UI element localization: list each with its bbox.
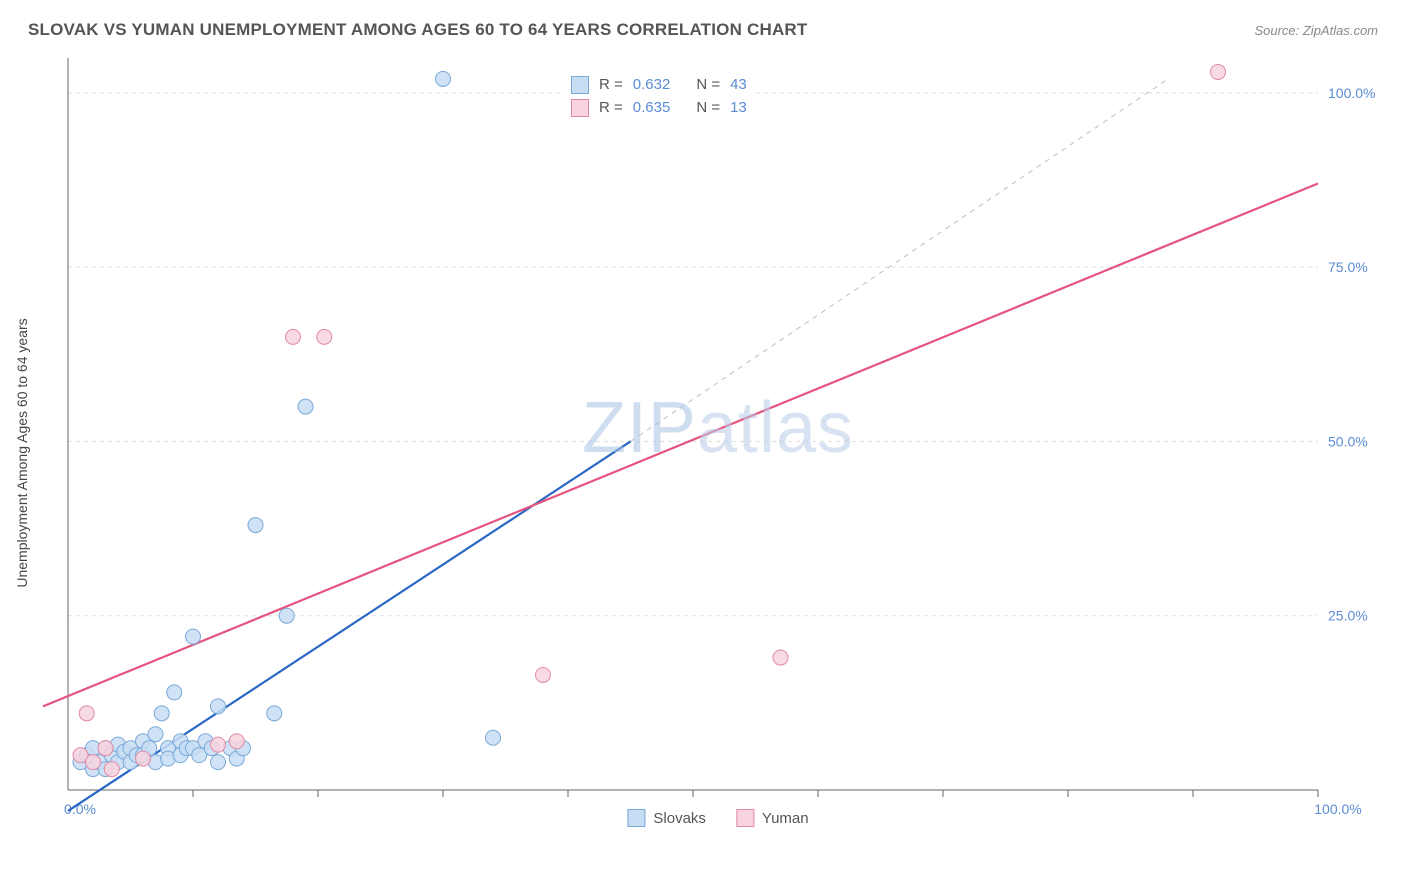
legend-label-yuman: Yuman xyxy=(762,810,809,827)
svg-text:50.0%: 50.0% xyxy=(1328,433,1368,449)
bottom-legend: Slovaks Yuman xyxy=(617,806,818,830)
n-label: N = xyxy=(696,74,720,97)
legend-label-slovaks: Slovaks xyxy=(653,810,706,827)
stats-row-slovaks: R = 0.632 N = 43 xyxy=(571,74,747,97)
svg-text:100.0%: 100.0% xyxy=(1314,801,1361,817)
plot-area: ZIPatlas 25.0%50.0%75.0%100.0%0.0%100.0%… xyxy=(68,58,1368,828)
source-label: Source: ZipAtlas.com xyxy=(1254,23,1378,38)
svg-text:100.0%: 100.0% xyxy=(1328,85,1375,101)
stats-row-yuman: R = 0.635 N = 13 xyxy=(571,97,747,120)
svg-text:75.0%: 75.0% xyxy=(1328,259,1368,275)
chart-container: Unemployment Among Ages 60 to 64 years Z… xyxy=(28,48,1378,858)
y-axis-label: Unemployment Among Ages 60 to 64 years xyxy=(14,318,30,587)
stats-legend-box: R = 0.632 N = 43 R = 0.635 N = 13 xyxy=(563,70,755,123)
r-value-slovaks: 0.632 xyxy=(633,74,671,97)
legend-item-slovaks: Slovaks xyxy=(627,809,706,827)
n-value-yuman: 13 xyxy=(730,97,747,120)
legend-swatch-yuman xyxy=(736,809,754,827)
swatch-slovaks xyxy=(571,76,589,94)
r-value-yuman: 0.635 xyxy=(633,97,671,120)
n-value-slovaks: 43 xyxy=(730,74,747,97)
chart-title: SLOVAK VS YUMAN UNEMPLOYMENT AMONG AGES … xyxy=(28,20,807,40)
r-label: R = xyxy=(599,97,623,120)
n-label: N = xyxy=(696,97,720,120)
header-row: SLOVAK VS YUMAN UNEMPLOYMENT AMONG AGES … xyxy=(28,20,1378,40)
legend-item-yuman: Yuman xyxy=(736,809,809,827)
scatter-plot-svg: 25.0%50.0%75.0%100.0%0.0%100.0% xyxy=(68,58,1368,828)
svg-text:25.0%: 25.0% xyxy=(1328,608,1368,624)
r-label: R = xyxy=(599,74,623,97)
swatch-yuman xyxy=(571,99,589,117)
legend-swatch-slovaks xyxy=(627,809,645,827)
